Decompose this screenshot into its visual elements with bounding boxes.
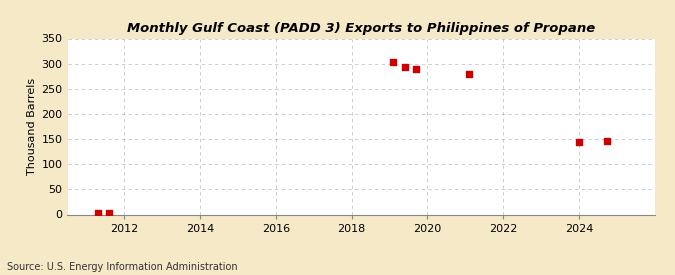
Point	[464, 72, 475, 76]
Title: Monthly Gulf Coast (PADD 3) Exports to Philippines of Propane: Monthly Gulf Coast (PADD 3) Exports to P…	[127, 21, 595, 35]
Point	[410, 67, 421, 71]
Point	[388, 60, 399, 64]
Text: Source: U.S. Energy Information Administration: Source: U.S. Energy Information Administ…	[7, 262, 238, 272]
Point	[602, 139, 613, 143]
Point	[400, 65, 410, 69]
Y-axis label: Thousand Barrels: Thousand Barrels	[28, 78, 37, 175]
Point	[104, 211, 115, 216]
Point	[92, 211, 103, 216]
Point	[574, 140, 585, 144]
